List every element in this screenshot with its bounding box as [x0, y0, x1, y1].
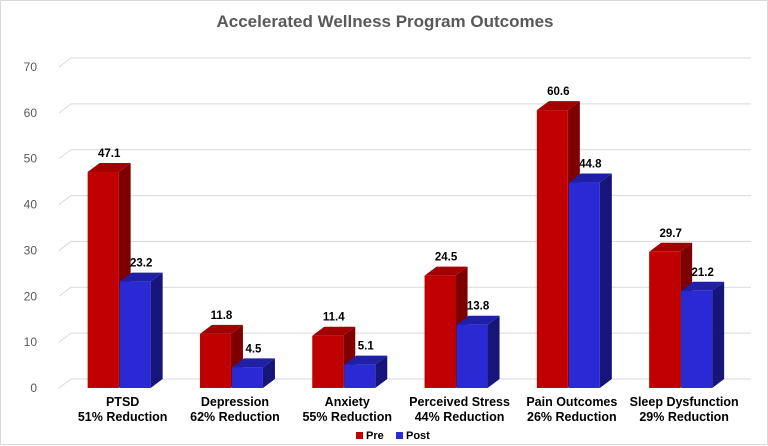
data-label-post-2: 5.1 [358, 341, 375, 353]
category-sublabel: 55% Reduction [302, 410, 392, 424]
bar-side [599, 173, 612, 388]
bar-front [456, 324, 488, 388]
data-label-pre-1: 11.8 [211, 310, 233, 322]
category-sublabel: 26% Reduction [527, 410, 617, 424]
legend-swatch-pre [356, 432, 363, 439]
bar-top [456, 315, 500, 325]
legend-label-pre: Pre [366, 430, 384, 442]
y-axis-ticks: 0 10 20 30 40 50 60 70 [24, 60, 38, 395]
category-label: PTSD [106, 395, 139, 409]
bar-side [712, 281, 725, 388]
data-label-pre-5: 29.7 [659, 228, 681, 240]
bars [87, 101, 725, 388]
bar-post-3 [456, 315, 500, 388]
category-sublabel: 51% Reduction [78, 410, 168, 424]
legend-swatch-post [396, 432, 403, 439]
bar-front [568, 182, 600, 388]
bar-side [262, 358, 275, 388]
data-label-pre-3: 24.5 [435, 252, 458, 264]
bar-top [199, 324, 243, 334]
bar-front [536, 110, 568, 388]
bar-top [119, 272, 163, 282]
y-tick-label: 70 [24, 60, 38, 74]
bar-side [375, 355, 388, 388]
bar-front [344, 364, 376, 388]
data-label-post-5: 21.2 [691, 267, 713, 279]
bar-front [231, 367, 263, 388]
chart-title: Accelerated Wellness Program Outcomes [217, 12, 554, 31]
gridline [58, 240, 751, 251]
gridline [58, 378, 751, 389]
gridline [58, 286, 751, 297]
data-label-pre-0: 47.1 [98, 148, 121, 160]
y-tick-label: 50 [24, 152, 38, 166]
bar-post-2 [344, 355, 388, 388]
bar-top [649, 242, 693, 252]
category-sublabel: 29% Reduction [639, 410, 729, 424]
bar-top [568, 173, 612, 183]
gridline [58, 103, 751, 114]
category-label: Pain Outcomes [526, 395, 617, 409]
y-tick-label: 10 [24, 335, 38, 349]
y-tick-label: 30 [24, 243, 38, 257]
bar-front [119, 281, 151, 388]
bar-top [312, 326, 356, 336]
category-label: Perceived Stress [409, 395, 510, 409]
bar-front [649, 251, 681, 388]
category-sublabel: 62% Reduction [190, 410, 280, 424]
bar-side [487, 315, 500, 388]
y-tick-label: 60 [24, 106, 38, 120]
gridline [58, 195, 751, 205]
data-labels: 47.1 23.2 11.8 4.5 11.4 5.1 24.5 13.8 60.6 44.8 29… [98, 86, 714, 355]
bar-front [87, 172, 119, 388]
legend: Pre Post [356, 430, 430, 442]
bar-top [536, 101, 580, 111]
bar-front [424, 275, 456, 388]
gridline [58, 57, 751, 68]
bar-top [424, 266, 468, 276]
category-label: Sleep Dysfunction [630, 395, 739, 409]
gridline [58, 332, 751, 343]
y-tick-label: 20 [24, 289, 38, 303]
bar-top [87, 163, 131, 173]
bar-post-5 [681, 281, 725, 388]
data-label-post-3: 13.8 [467, 301, 490, 313]
bar-front [681, 290, 713, 388]
bar-pre-2 [312, 326, 356, 388]
data-label-post-0: 23.2 [130, 258, 152, 270]
bar-top [344, 355, 388, 365]
gridlines [58, 57, 751, 389]
bar-post-1 [231, 358, 275, 388]
bar-pre-1 [199, 324, 243, 388]
data-label-pre-2: 11.4 [323, 312, 345, 324]
bar-front [199, 333, 231, 388]
bar-side [150, 272, 163, 388]
bar-front [312, 335, 344, 388]
data-label-pre-4: 60.6 [547, 86, 569, 98]
bar-top [681, 281, 725, 291]
data-label-post-4: 44.8 [579, 159, 602, 171]
bar-post-4 [568, 173, 612, 388]
gridline [58, 149, 751, 160]
data-label-post-1: 4.5 [245, 343, 262, 355]
y-tick-label: 0 [30, 381, 37, 395]
category-sublabel: 44% Reduction [415, 410, 505, 424]
legend-label-post: Post [406, 430, 430, 442]
category-label: Anxiety [325, 395, 370, 409]
y-tick-label: 40 [24, 198, 38, 212]
category-label: Depression [201, 395, 269, 409]
bar-post-0 [119, 272, 163, 388]
bar-top [231, 358, 275, 368]
